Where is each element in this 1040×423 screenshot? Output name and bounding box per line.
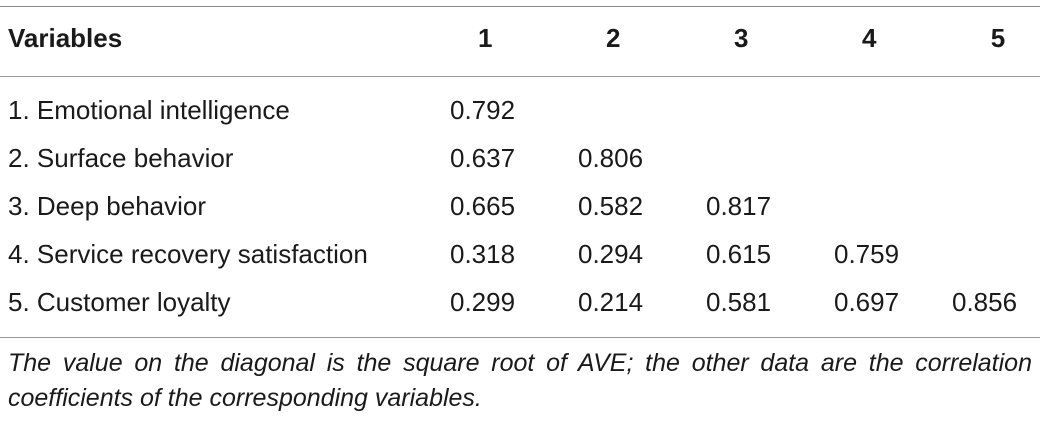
row-label: 4. Service recovery satisfaction <box>8 238 368 269</box>
cell-value <box>948 230 1040 278</box>
cell-value: 0.637 <box>450 142 516 173</box>
cell-value: 0.294 <box>578 238 644 269</box>
header-col-2: 2 <box>606 22 621 53</box>
correlation-table: Variables 1 2 3 4 5 1. Emotional intelli… <box>0 0 1040 326</box>
cell-value: 0.582 <box>578 190 644 221</box>
table-top-rule <box>0 6 1040 7</box>
cell-value: 0.318 <box>450 238 516 269</box>
table-row: 2. Surface behavior 0.637 0.806 <box>0 134 1040 182</box>
cell-value: 0.581 <box>706 286 772 317</box>
cell-value <box>948 182 1040 230</box>
table-bottom-rule <box>0 337 1040 338</box>
header-variables: Variables <box>8 22 123 53</box>
table-footnote: The value on the diagonal is the square … <box>8 349 1032 412</box>
cell-value <box>948 134 1040 182</box>
cell-value: 0.615 <box>706 238 772 269</box>
header-col-5: 5 <box>990 22 1006 53</box>
header-col-3: 3 <box>734 22 749 53</box>
cell-value: 0.792 <box>450 94 516 125</box>
cell-value: 0.665 <box>450 190 516 221</box>
row-label: 5. Customer loyalty <box>8 286 231 317</box>
cell-value <box>820 182 948 230</box>
row-label: 3. Deep behavior <box>8 190 207 221</box>
header-col-4: 4 <box>862 22 877 53</box>
cell-value: 0.817 <box>706 190 772 221</box>
cell-value: 0.697 <box>834 286 900 317</box>
table-header-row: Variables 1 2 3 4 5 <box>0 0 1040 76</box>
cell-value: 0.856 <box>952 286 1018 317</box>
cell-value <box>692 134 820 182</box>
cell-value: 0.806 <box>578 142 644 173</box>
row-label: 1. Emotional intelligence <box>8 94 290 125</box>
cell-value <box>820 134 948 182</box>
row-label: 2. Surface behavior <box>8 142 234 173</box>
table-row: 4. Service recovery satisfaction 0.318 0… <box>0 230 1040 278</box>
table-row: 1. Emotional intelligence 0.792 <box>0 76 1040 134</box>
cell-value: 0.214 <box>578 286 644 317</box>
cell-value <box>820 76 948 134</box>
cell-value <box>948 76 1040 134</box>
cell-value <box>564 76 692 134</box>
cell-value <box>692 76 820 134</box>
header-col-1: 1 <box>478 22 493 53</box>
cell-value: 0.759 <box>834 238 900 269</box>
table-header-rule <box>0 76 1040 77</box>
table-row: 3. Deep behavior 0.665 0.582 0.817 <box>0 182 1040 230</box>
table-row: 5. Customer loyalty 0.299 0.214 0.581 0.… <box>0 278 1040 326</box>
cell-value: 0.299 <box>450 286 516 317</box>
